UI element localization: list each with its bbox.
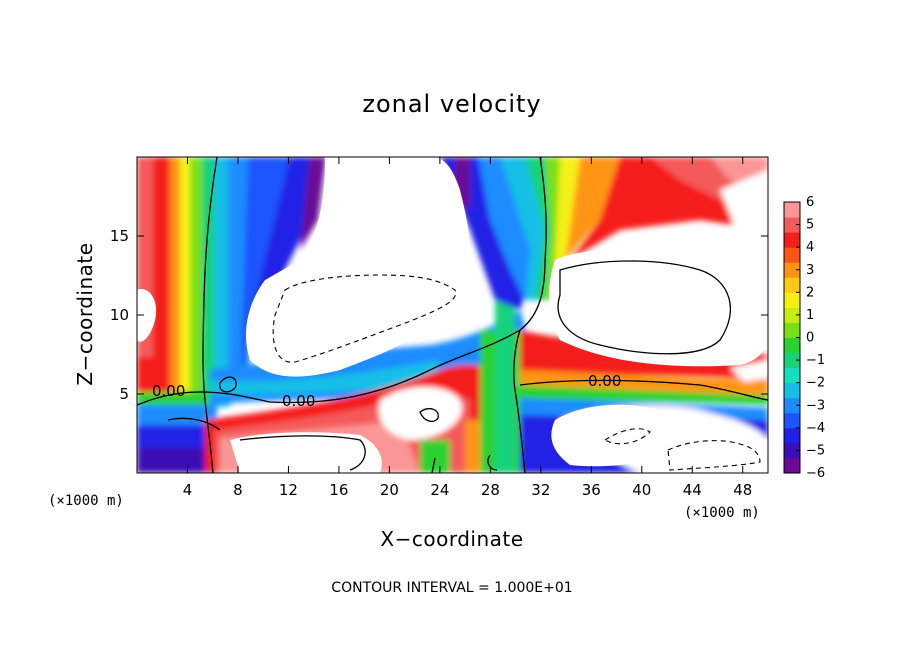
colorbar-swatch [784, 322, 800, 338]
contour-lines-dashed [272, 274, 761, 471]
contour-label-left: 0.00 [152, 382, 185, 400]
white-spot-left [137, 289, 157, 342]
x-tick-label: 8 [233, 481, 243, 499]
x-tick-label: 12 [279, 481, 298, 499]
white-region-lower [230, 432, 382, 473]
colorbar-label: 5 [806, 218, 814, 233]
contour-label-center: 0.00 [282, 392, 315, 410]
colorbar-swatch [784, 352, 800, 369]
colorbar-swatch [784, 292, 800, 308]
colorbar-swatch [784, 232, 800, 248]
heatmap-field: 0.00 0.00 0.00 [137, 157, 768, 473]
colorbar-swatch [784, 277, 800, 293]
y-axis-ticks: 5 10 15 [110, 227, 768, 403]
colorbar-label: −3 [806, 398, 825, 413]
x-tick-label: 36 [582, 481, 601, 499]
x-tick-label: 4 [183, 481, 193, 499]
colorbar-swatch [784, 202, 800, 218]
x-tick-label: 20 [380, 481, 399, 499]
y-tick-label: 5 [119, 385, 129, 403]
x-tick-label: 44 [683, 481, 702, 499]
x-axis-ticks: 4 8 12 16 20 24 28 32 36 40 44 48 [183, 157, 752, 499]
colorbar-swatch [784, 367, 800, 384]
svg-text:0.00: 0.00 [152, 382, 185, 400]
colorbar-label: −4 [806, 421, 825, 436]
x-tick-label: 48 [733, 481, 752, 499]
white-region-right [548, 243, 768, 367]
colorbar-label: −6 [806, 466, 825, 481]
contour-interval-note: CONTOUR INTERVAL = 1.000E+01 [331, 580, 572, 596]
colorbar-label: 2 [806, 285, 814, 300]
colorbar-swatch [784, 262, 800, 278]
colorbar-swatch [784, 412, 800, 429]
x-tick-label: 16 [329, 481, 348, 499]
colorbar-swatch [784, 427, 800, 444]
colorbar-label: −2 [806, 376, 825, 391]
x-tick-label: 28 [481, 481, 500, 499]
colorbar-swatch [784, 397, 800, 414]
colorbar-label: 1 [806, 308, 814, 323]
colorbar-swatch [784, 442, 800, 459]
white-region-left [245, 157, 470, 377]
contour-lines [137, 157, 768, 473]
x-unit-label: (×1000 m) [684, 505, 760, 521]
chart-title: zonal velocity [362, 90, 541, 118]
colorbar-swatch [784, 307, 800, 323]
svg-text:0.00: 0.00 [588, 372, 621, 390]
colorbar-swatch [784, 217, 800, 233]
x-tick-label: 40 [632, 481, 651, 499]
z-unit-label: (×1000 m) [48, 493, 124, 509]
x-tick-label: 32 [531, 481, 550, 499]
colorbar-label: −1 [806, 353, 825, 368]
colorbar-swatch [784, 337, 800, 354]
colorbar-label: −5 [806, 443, 825, 458]
contour-label-right: 0.00 [588, 372, 621, 390]
svg-text:0.00: 0.00 [282, 392, 315, 410]
colorbar-label: 0 [806, 331, 814, 346]
y-axis-title: Z−coordinate [73, 242, 97, 385]
white-region-corner [650, 435, 768, 473]
colorbar-swatch [784, 457, 800, 474]
colorbar: 6 5 4 3 2 1 0 −1 −2 −3 −4 −5 −6 [783, 195, 825, 481]
colorbar-swatch [784, 382, 800, 399]
colorbar-label: 4 [806, 240, 814, 255]
colorbar-label: 6 [806, 195, 814, 210]
colorbar-swatch [784, 247, 800, 263]
x-tick-label: 24 [430, 481, 449, 499]
x-axis-title: X−coordinate [380, 527, 523, 551]
colorbar-label: 3 [806, 263, 814, 278]
y-tick-label: 15 [110, 227, 129, 245]
y-tick-label: 10 [110, 306, 129, 324]
